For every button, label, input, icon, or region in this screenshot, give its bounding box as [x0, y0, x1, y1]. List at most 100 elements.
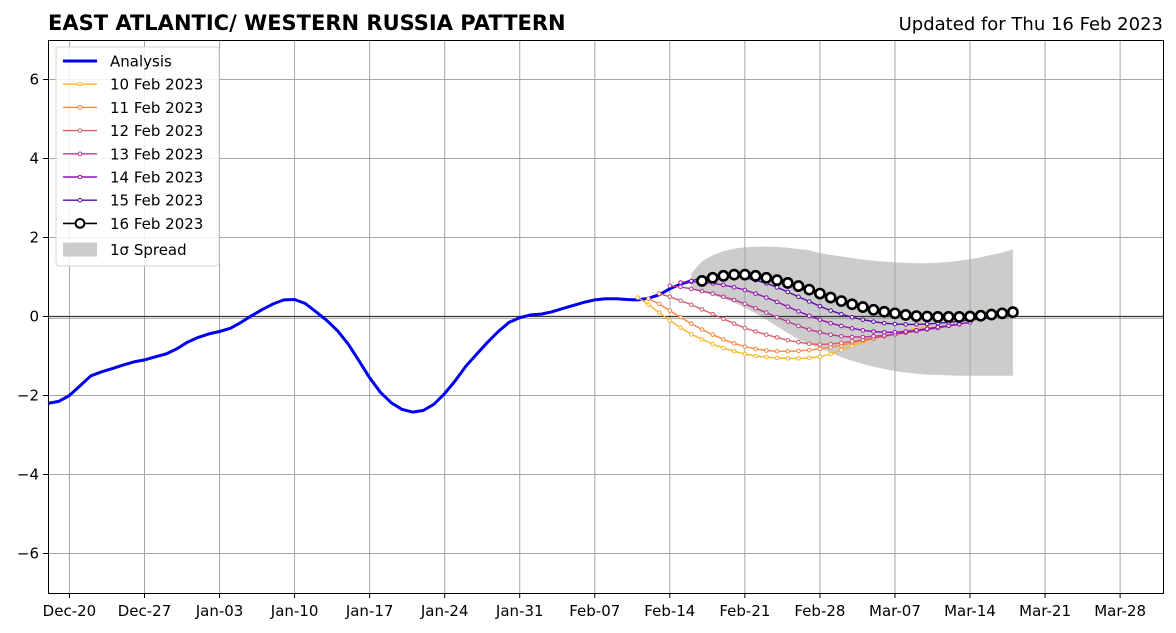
data-point — [731, 341, 737, 346]
data-point — [921, 310, 934, 323]
y-tick-label: 0 — [29, 308, 39, 326]
data-point — [924, 326, 930, 332]
data-point — [738, 268, 751, 281]
data-point — [774, 348, 780, 354]
data-point — [781, 277, 794, 289]
data-point — [899, 309, 912, 321]
legend-swatch — [63, 242, 97, 257]
data-point — [656, 310, 662, 315]
data-point — [667, 318, 673, 323]
y-tick-label: −6 — [17, 545, 39, 563]
legend: Analysis 10 Feb 2023 11 Feb 2023 12 Feb 202… — [55, 46, 220, 267]
data-point — [646, 296, 651, 302]
legend-label: 1σ Spread — [110, 241, 187, 259]
data-point — [839, 340, 844, 346]
data-point — [742, 344, 748, 349]
data-point — [806, 313, 812, 319]
data-point — [914, 322, 919, 327]
y-tick-label: 6 — [29, 71, 39, 89]
data-point — [1007, 306, 1019, 319]
data-point — [764, 310, 769, 315]
data-point — [710, 291, 716, 296]
data-point — [721, 294, 726, 300]
data-point — [935, 324, 941, 330]
data-point — [881, 320, 887, 326]
data-point — [871, 333, 876, 339]
data-point — [892, 321, 898, 327]
axis-layer: Dec-20 Dec-27 Jan-03 Jan-10 Jan-17 Jan-24 Jan-… — [17, 71, 1146, 621]
x-tick-label: Mar-28 — [1094, 602, 1146, 620]
data-point — [856, 301, 869, 313]
data-point — [721, 316, 726, 322]
data-point — [785, 304, 791, 309]
data-point — [753, 353, 758, 359]
data-point — [688, 286, 694, 292]
data-point — [796, 309, 801, 314]
data-point — [806, 347, 812, 353]
data-point — [817, 342, 823, 347]
data-point — [764, 348, 769, 353]
data-point — [839, 311, 844, 317]
data-point — [860, 317, 866, 322]
data-point — [678, 284, 683, 290]
data-point — [871, 319, 876, 324]
data-point — [753, 305, 758, 311]
legend-marker — [77, 81, 83, 87]
data-point — [871, 329, 876, 334]
legend-label: 16 Feb 2023 — [110, 215, 203, 233]
data-point — [742, 325, 748, 331]
data-point — [678, 325, 683, 330]
data-point — [817, 346, 823, 352]
data-point — [760, 271, 773, 284]
data-point — [985, 308, 998, 321]
data-point — [753, 291, 758, 296]
data-point — [774, 355, 780, 361]
data-point — [892, 330, 898, 335]
x-tick-label: Dec-27 — [118, 602, 172, 620]
data-point — [731, 321, 737, 326]
data-point — [828, 351, 833, 357]
data-point — [764, 295, 769, 300]
x-tick-label: Jan-03 — [195, 602, 244, 620]
x-tick-label: Jan-10 — [270, 602, 319, 620]
legend-entry: 13 Feb 2023 — [63, 145, 203, 163]
data-point — [696, 275, 708, 287]
legend-entry: Analysis — [63, 53, 172, 71]
data-point — [721, 345, 726, 351]
data-point — [785, 289, 791, 295]
data-point — [806, 299, 812, 304]
data-point — [846, 298, 858, 311]
data-point — [839, 333, 844, 339]
y-tick-label: 2 — [29, 229, 39, 247]
data-point — [771, 274, 783, 287]
chart-title: EAST ATLANTIC/ WESTERN RUSSIA PATTERN — [48, 11, 566, 35]
data-point — [867, 303, 880, 316]
data-point — [731, 297, 737, 303]
data-point — [817, 317, 823, 322]
data-point — [764, 354, 769, 360]
spread-layer — [691, 246, 1013, 376]
data-point — [678, 298, 683, 304]
data-point — [667, 294, 673, 300]
x-tick-label: Jan-24 — [420, 602, 469, 620]
legend-label: 11 Feb 2023 — [110, 99, 203, 117]
data-point — [774, 299, 780, 305]
chart-subtitle: Updated for Thu 16 Feb 2023 — [899, 14, 1163, 35]
data-point — [710, 332, 716, 337]
data-point — [688, 331, 694, 337]
x-tick-label: Feb-28 — [794, 602, 845, 620]
x-tick-label: Jan-31 — [495, 602, 544, 620]
legend-entry: 12 Feb 2023 — [63, 122, 203, 140]
legend-marker — [77, 151, 83, 157]
data-point — [728, 268, 741, 281]
data-point — [678, 314, 683, 320]
data-point — [903, 322, 908, 327]
data-point — [774, 314, 780, 320]
data-point — [699, 337, 705, 342]
legend-label: 14 Feb 2023 — [110, 169, 203, 187]
legend-box — [55, 46, 220, 267]
data-point — [806, 327, 812, 332]
data-point — [710, 311, 716, 317]
data-point — [721, 337, 726, 342]
